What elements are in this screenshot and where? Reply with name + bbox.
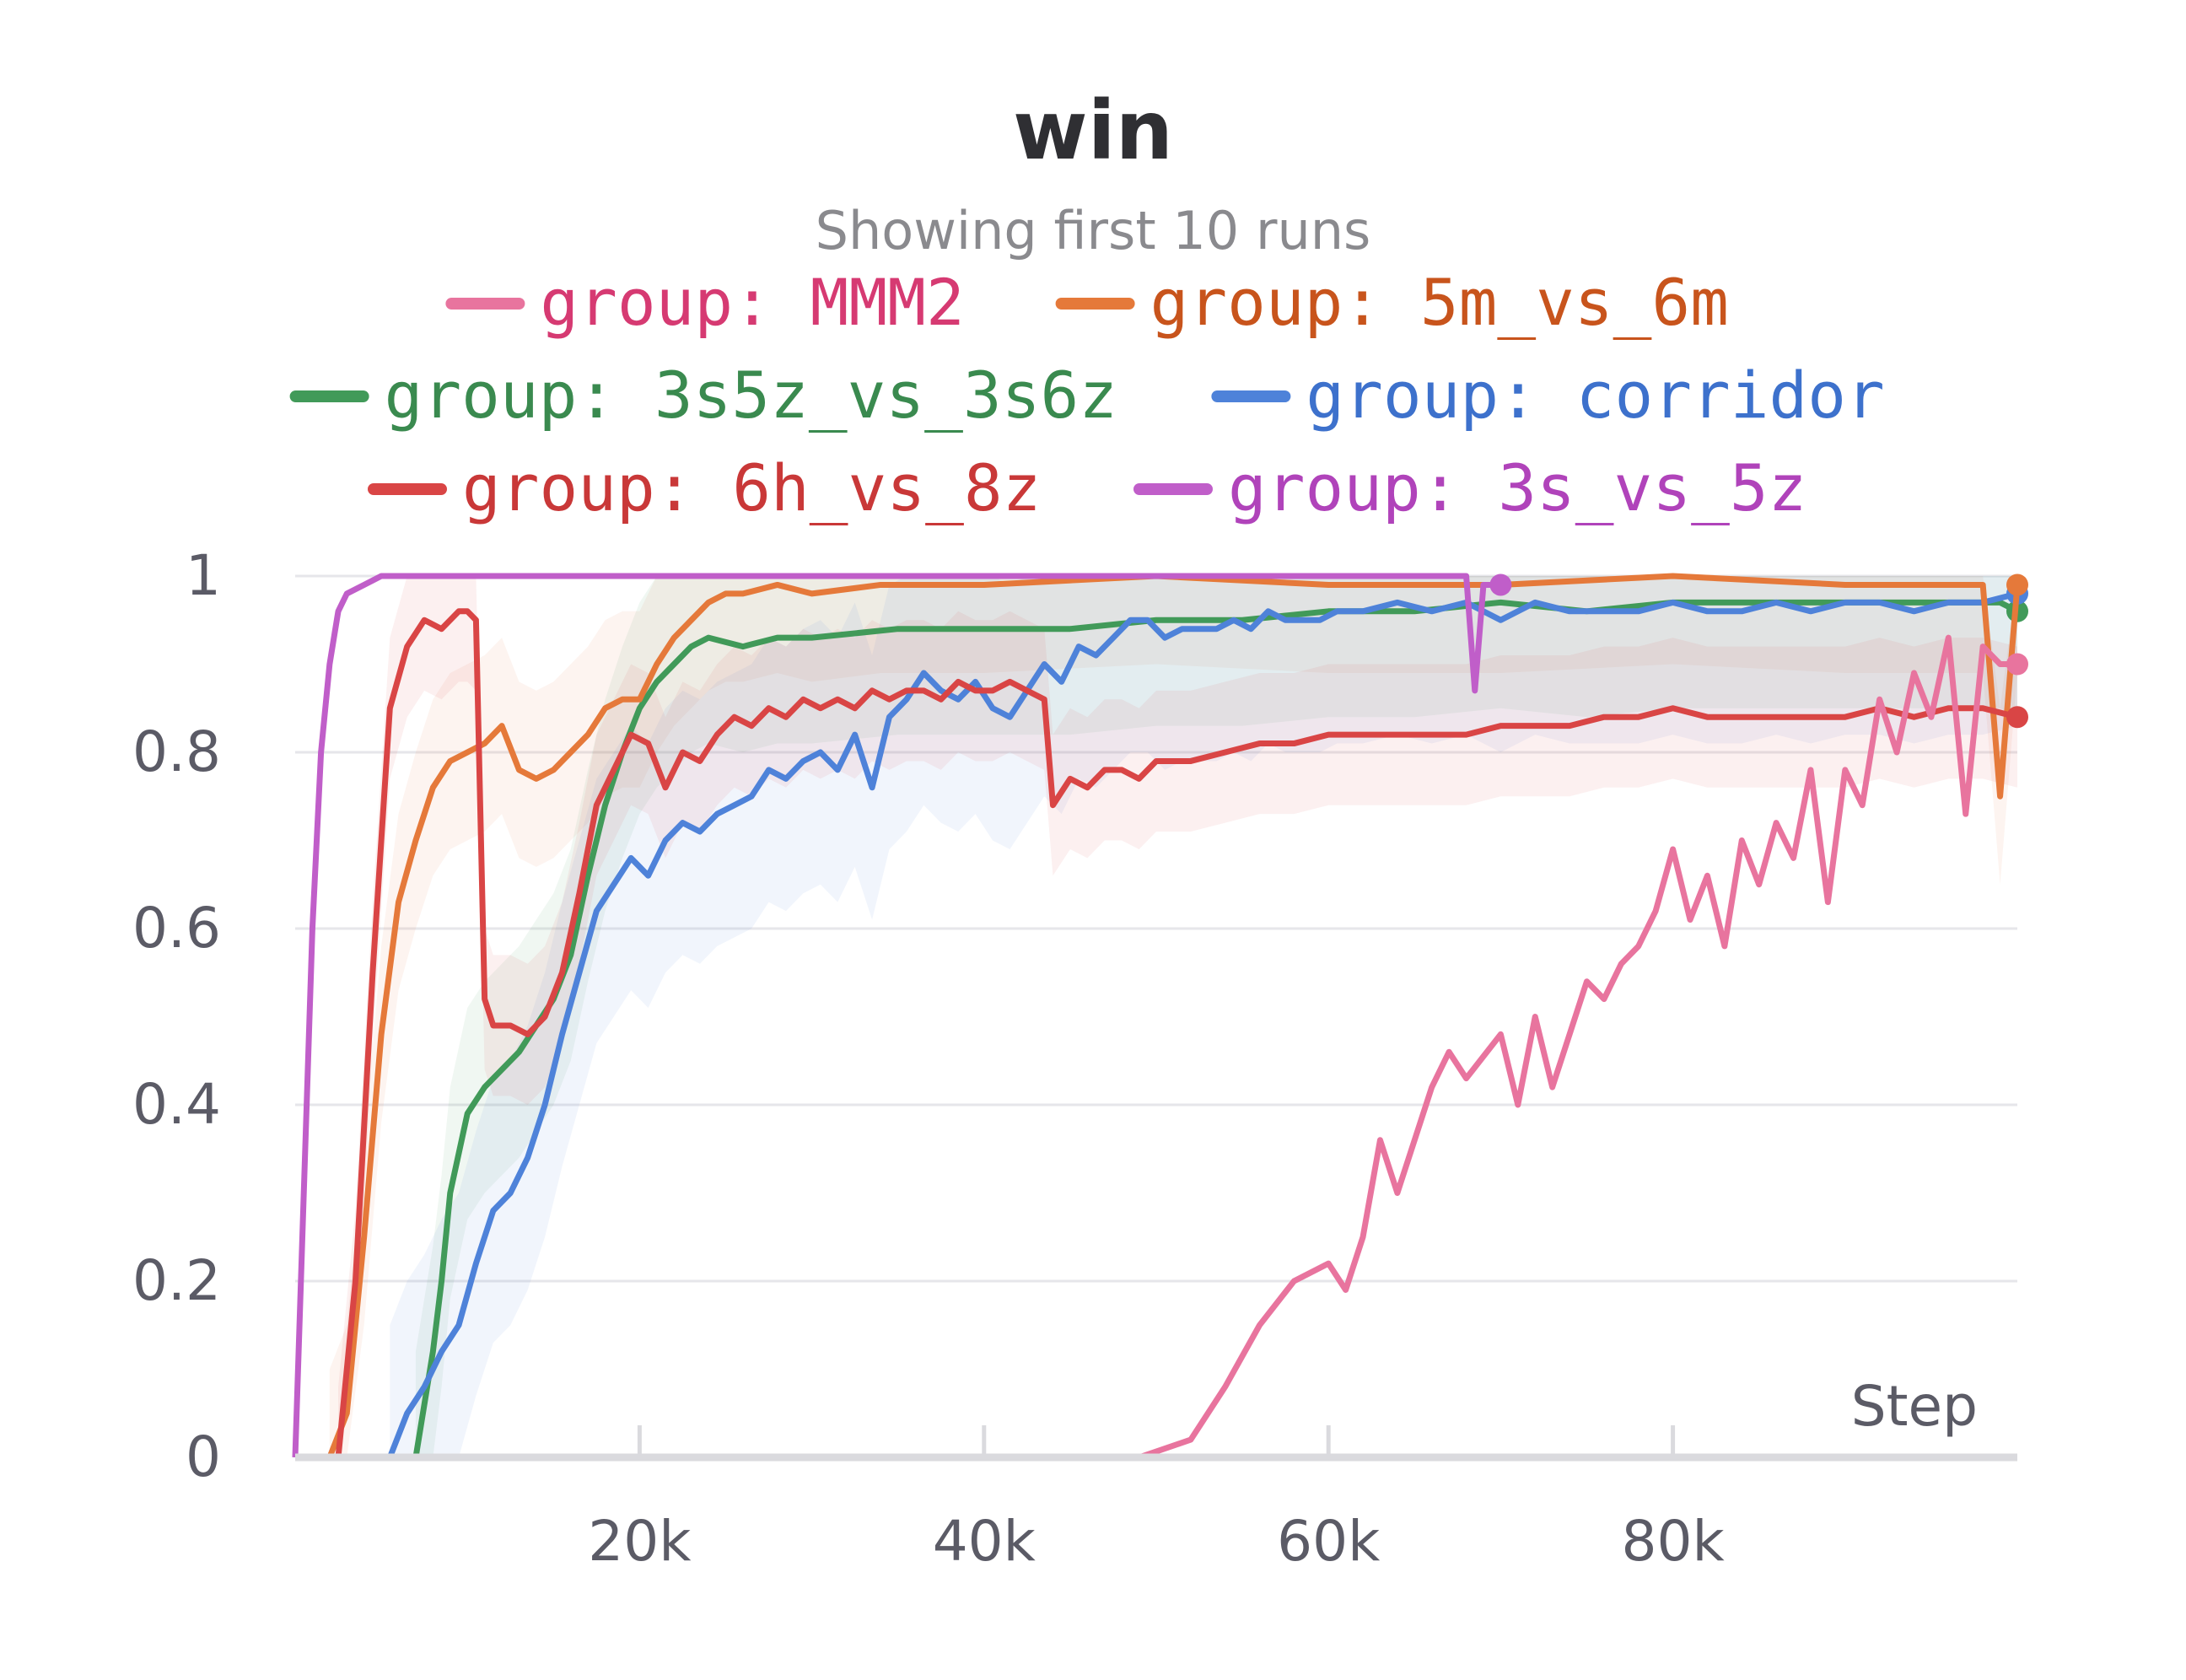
y-tick-label: 0: [186, 1424, 221, 1489]
series-line: [326, 573, 2021, 1459]
series-end-point: [2006, 706, 2028, 729]
series-end-point: [1489, 573, 1512, 596]
x-tick-label: 60k: [1277, 1509, 1381, 1574]
chart-title: win: [1013, 83, 1173, 178]
x-tick-label: 20k: [588, 1509, 692, 1574]
series-line: [335, 608, 2018, 1458]
series-end-point: [2006, 573, 2028, 596]
x-tick-label: 40k: [933, 1509, 1036, 1574]
y-tick-label: 0.2: [132, 1248, 221, 1313]
legend-label: group: 3s5z_vs_3s6z: [385, 358, 1117, 433]
y-tick-label: 0.8: [132, 719, 221, 784]
x-axis-label: Step: [1851, 1374, 1978, 1439]
series-line: [292, 573, 1501, 1458]
series-end-point: [2006, 653, 2028, 676]
y-tick-label: 1: [186, 543, 221, 608]
legend-label: group: MMM2: [540, 265, 964, 340]
legend: group: MMM2 group: 5m_vs_6m group: 3s5z_vs…: [289, 265, 1885, 525]
series-line: [387, 590, 2018, 1459]
confidence-band: [329, 576, 2018, 1457]
confidence-band: [338, 576, 2017, 1457]
legend-label: group: 6h_vs_8z: [462, 450, 1041, 525]
axes: 0 0.2 0.4 0.6 0.8 1 20k 40k 60k 80k: [132, 543, 2017, 1574]
confidence-band: [415, 576, 2018, 1457]
confidence-band: [390, 576, 2017, 1457]
confidence-bands: [329, 576, 2018, 1457]
y-tick-label: 0.4: [132, 1072, 221, 1137]
series-line: [1138, 634, 2017, 1461]
legend-label: group: corridor: [1306, 358, 1884, 433]
legend-label: group: 3s_vs_5z: [1228, 450, 1806, 525]
legend-label: group: 5m_vs_6m: [1150, 265, 1729, 340]
x-tick-label: 80k: [1621, 1509, 1725, 1574]
chart-subtitle: Showing first 10 runs: [816, 200, 1371, 261]
y-tick-label: 0.6: [132, 896, 221, 961]
series-lines: [292, 573, 2028, 1461]
